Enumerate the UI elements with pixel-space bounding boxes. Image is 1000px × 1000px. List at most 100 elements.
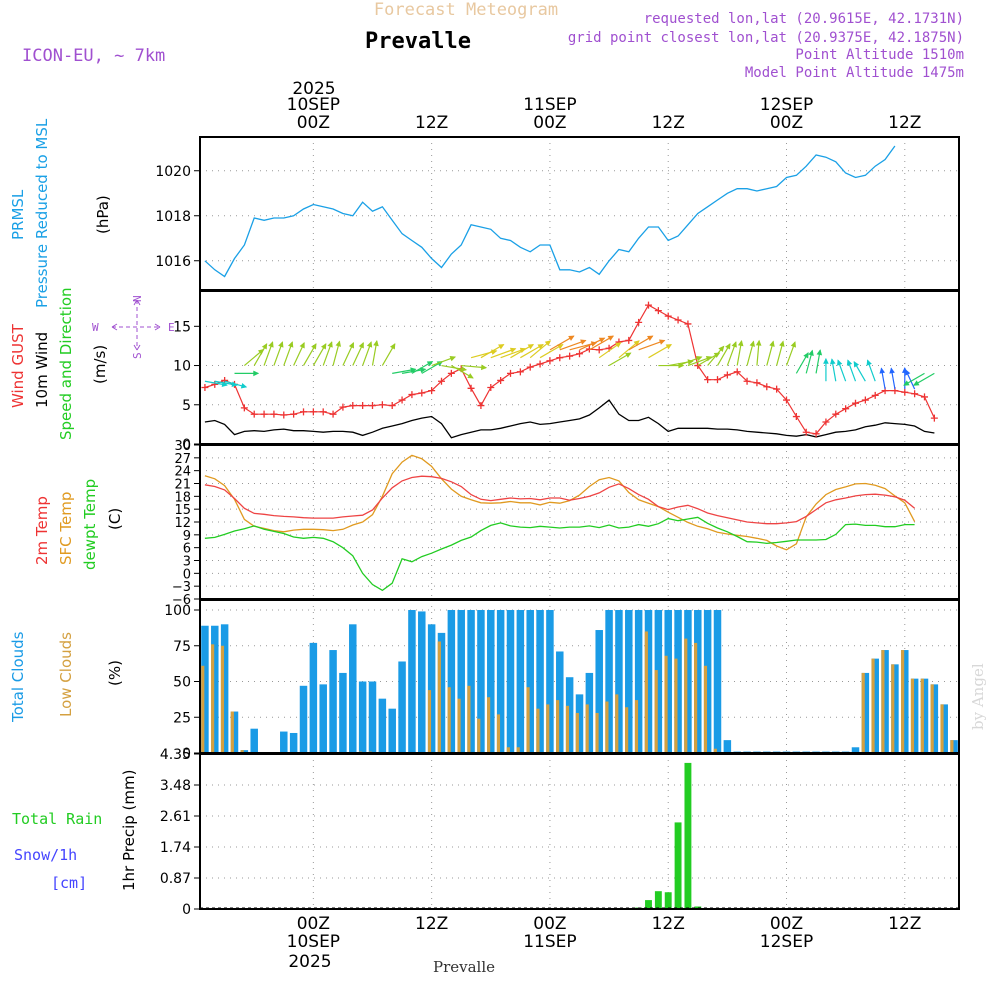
total-cloud-bar <box>851 747 860 753</box>
low-cloud-bar <box>526 687 530 753</box>
p-ytick-label: 1018 <box>155 209 191 225</box>
gust-marker <box>871 391 879 399</box>
w-ytick-label: 5 <box>182 398 191 414</box>
w-ytick-label: 0 <box>182 437 191 453</box>
gust-marker <box>802 428 810 436</box>
gust-marker <box>852 399 859 407</box>
pressure-unit: (hPa) <box>94 195 112 234</box>
dewpt-label: dewpt Temp <box>81 479 99 570</box>
r-ytick-label: 1.74 <box>160 840 191 856</box>
total-cloud-bar <box>684 610 692 753</box>
gust-marker <box>556 354 564 362</box>
gust-marker <box>576 350 583 358</box>
total-cloud-bar <box>319 684 327 753</box>
top-time-label: 12Z <box>888 113 921 133</box>
total-cloud-bar <box>506 610 515 753</box>
precip-panel: 0 0.87 1.74 2.61 3.48 4.35 Total Rain Snow/1h… <box>12 747 960 918</box>
wind-arrow <box>677 356 703 367</box>
t-ytick-label: −6 <box>172 593 191 608</box>
gust-marker <box>290 410 298 418</box>
low-cloud-bar <box>447 687 451 753</box>
total-cloud-bar <box>723 740 732 753</box>
gust-marker <box>280 411 288 419</box>
wind-arrow <box>401 367 427 374</box>
gust-marker <box>901 388 909 396</box>
top-time-label: 00Z <box>533 113 566 133</box>
c-ytick-label: 0 <box>182 746 191 762</box>
low-cloud-bar <box>240 750 244 753</box>
rain-bar <box>654 891 662 909</box>
total-cloud-bar <box>378 698 387 753</box>
low-cloud-bar <box>427 690 432 753</box>
t-ytick-label: 3 <box>183 555 191 570</box>
gust-marker <box>674 316 682 324</box>
total-cloud-bar <box>250 728 258 753</box>
low-cloud-bar <box>496 714 501 753</box>
t-ytick-label: 12 <box>174 516 191 531</box>
low-cloud-bar <box>477 718 481 753</box>
gust-marker <box>723 371 731 379</box>
total-cloud-bar <box>654 610 663 753</box>
low-cloud-bar <box>940 704 944 753</box>
wind-arrow <box>371 340 379 366</box>
gust-marker <box>930 414 938 422</box>
r-ytick-label: 4.35 <box>160 747 191 763</box>
gust-marker <box>201 384 209 392</box>
total-cloud-bar <box>595 630 603 753</box>
wind-arrow <box>490 347 517 359</box>
gust-marker <box>783 396 790 404</box>
gust-marker <box>487 384 495 392</box>
r-ytick-label: 0.87 <box>160 871 191 887</box>
wind-10m-label: 10m Wind <box>33 332 51 408</box>
total-cloud-bar <box>634 610 643 753</box>
wind-arrow <box>461 364 488 371</box>
wind-arrow <box>853 361 866 382</box>
bottom-time-label: 00Z <box>297 914 330 934</box>
gust-marker <box>911 390 919 398</box>
rain-bar <box>664 892 672 909</box>
location-title: Prevalle <box>365 29 471 54</box>
gust-marker <box>477 402 485 410</box>
total-cloud-bar <box>920 678 929 753</box>
total-cloud-bar <box>940 704 948 753</box>
top-date-label: 10SEP <box>287 95 340 115</box>
low-cloud-bar <box>516 747 520 753</box>
gust-marker <box>378 401 386 409</box>
gust-marker <box>339 403 347 411</box>
top-time-label: 12Z <box>652 113 685 133</box>
wind-arrow <box>234 370 260 377</box>
gust-marker <box>398 396 406 404</box>
wind-arrow <box>905 369 916 390</box>
wind-arrow <box>253 343 268 366</box>
total-cloud-bar <box>418 611 426 753</box>
total-cloud-bar <box>240 750 249 753</box>
wind-arrow <box>598 342 622 359</box>
total-cloud-bar <box>447 610 456 753</box>
low-cloud-bar <box>467 685 471 753</box>
total-cloud-bar <box>891 664 899 753</box>
total-cloud-bar <box>280 731 288 753</box>
total-cloud-bar <box>694 610 702 753</box>
low-cloud-bar <box>684 638 688 753</box>
bottom-date-label: 11SEP <box>523 932 576 952</box>
gust-marker <box>792 413 800 421</box>
wind-arrow <box>776 340 785 366</box>
wind-arrow <box>381 343 396 366</box>
total-cloud-bar <box>546 610 554 753</box>
gust-marker <box>467 384 475 392</box>
low-cloud-bar <box>901 650 905 753</box>
t-ytick-label: 30 <box>174 439 191 454</box>
requested-coords: requested lon,lat (20.9615E, 42.1731N) <box>644 11 964 27</box>
wind-arrow <box>795 352 809 374</box>
total-cloud-bar <box>605 610 613 753</box>
rain-bar <box>684 762 692 909</box>
rain-bar <box>645 900 652 909</box>
total-rain-label: Total Rain <box>12 810 102 828</box>
t-ytick-label: 0 <box>183 567 191 582</box>
total-cloud-bar <box>427 624 436 753</box>
wind-arrow <box>539 344 564 359</box>
bottom-date-label: 10SEP <box>287 932 340 952</box>
wind-arrow <box>529 340 552 359</box>
gust-marker <box>714 376 721 384</box>
